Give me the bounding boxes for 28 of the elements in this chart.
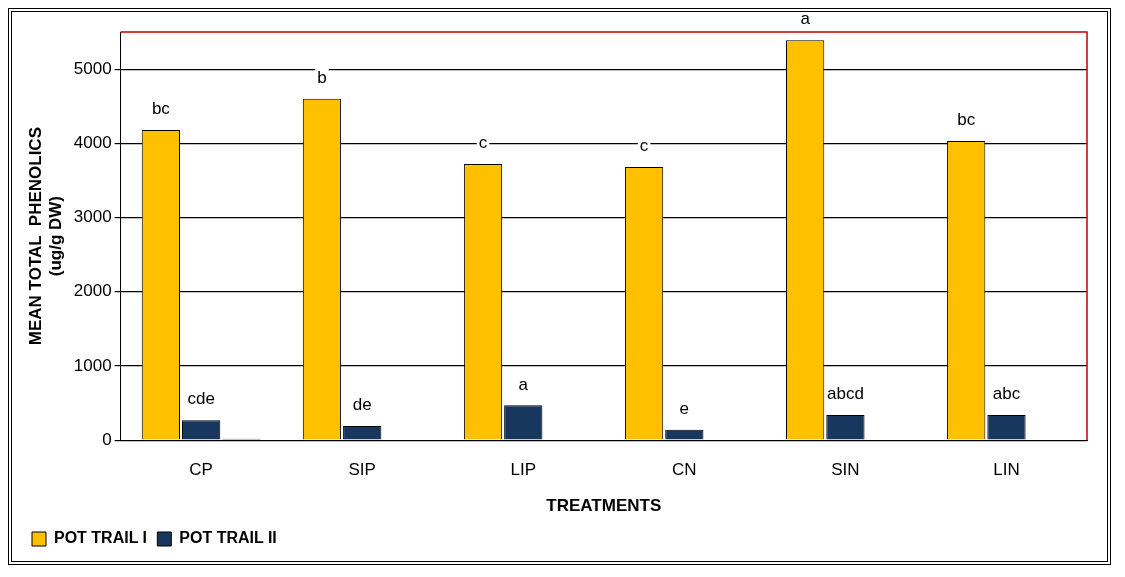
x-tick-label: LIN (993, 460, 1020, 480)
y-tick-label: 0 (102, 429, 112, 449)
data-label: b (317, 67, 327, 87)
x-tick-label: CP (189, 460, 213, 480)
x-tick-label: LIP (510, 460, 537, 480)
data-label: bc (151, 99, 171, 119)
data-label: c (639, 136, 649, 156)
data-label: cde (187, 389, 215, 409)
x-axis-title: TREATMENTS (546, 496, 662, 516)
legend-label: POT TRAIL I (54, 529, 148, 547)
data-label: c (478, 133, 488, 153)
x-tick-label: SIN (831, 460, 860, 480)
y-tick-label: 1000 (73, 355, 112, 375)
y-tick-label: 3000 (73, 207, 112, 227)
data-label: bc (957, 110, 976, 130)
y-tick-label: 2000 (73, 281, 112, 301)
data-label: abc (992, 384, 1021, 404)
x-tick-label: SIP (348, 460, 376, 480)
data-label: de (352, 395, 372, 415)
data-label: a (518, 374, 529, 394)
data-label: abcd (826, 384, 864, 404)
legend-label: POT TRAIL II (179, 529, 277, 547)
data-label: e (679, 399, 690, 418)
y-tick-label: 4000 (73, 133, 112, 153)
y-tick-label: 5000 (73, 58, 112, 78)
data-label: a (800, 9, 811, 29)
x-tick-label: CN (672, 460, 697, 480)
y-axis-title: MEAN TOTAL PHENOLICS (ug/g DW) (25, 127, 66, 346)
